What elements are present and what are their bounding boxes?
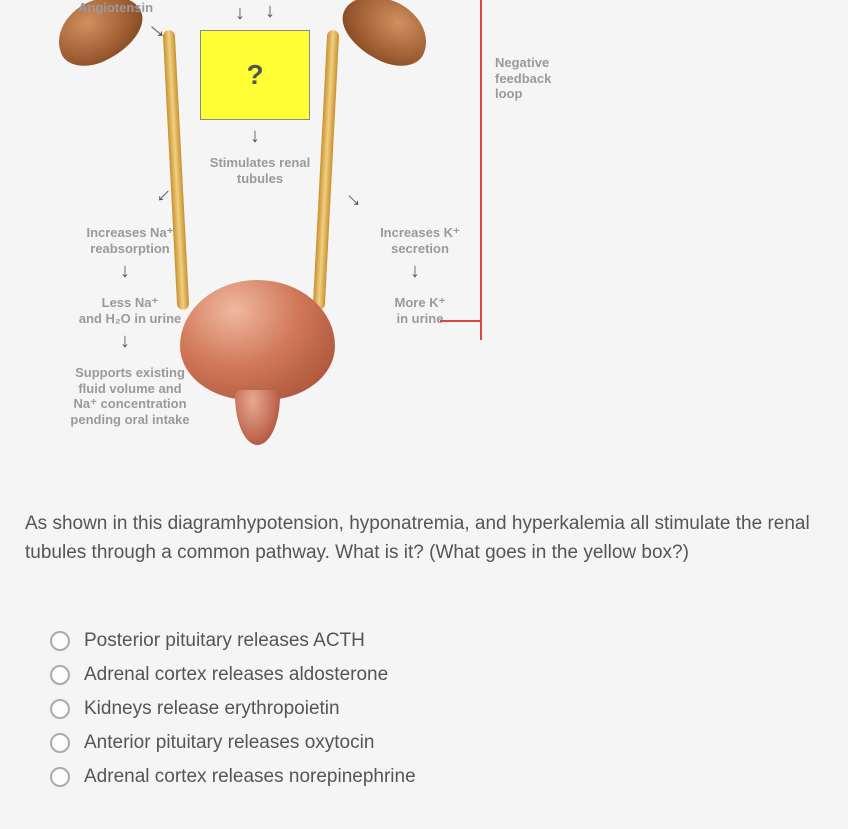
option-row[interactable]: Anterior pituitary releases oxytocin	[50, 732, 800, 754]
arrow-down-icon: ↓	[250, 125, 260, 148]
bladder-neck-shape	[235, 390, 280, 445]
yellow-mystery-box: ?	[200, 30, 310, 120]
options-list: Posterior pituitary releases ACTH Adrena…	[50, 630, 800, 800]
arrow-down-icon: ↓	[410, 260, 420, 283]
supports-label: Supports existing fluid volume and Na⁺ c…	[50, 365, 210, 427]
option-row[interactable]: Adrenal cortex releases aldosterone	[50, 664, 800, 686]
option-label: Posterior pituitary releases ACTH	[84, 630, 365, 652]
option-row[interactable]: Adrenal cortex releases norepinephrine	[50, 766, 800, 788]
arrow-icon: →	[339, 181, 373, 215]
increases-k-label: Increases K⁺ secretion	[360, 225, 480, 256]
option-row[interactable]: Posterior pituitary releases ACTH	[50, 630, 800, 652]
option-label: Adrenal cortex releases aldosterone	[84, 664, 388, 686]
arrow-down-icon: ↓	[120, 260, 130, 283]
increases-na-label: Increases Na⁺ reabsorption	[70, 225, 190, 256]
arrow-down-icon: ↓	[120, 330, 130, 353]
feedback-connector	[440, 320, 482, 322]
radio-icon[interactable]	[50, 733, 70, 753]
angiotensin-label: Angiotensin	[78, 0, 153, 16]
question-text: As shown in this diagramhypotension, hyp…	[25, 510, 825, 567]
less-na-label: Less Na⁺ and H₂O in urine	[60, 295, 200, 326]
radio-icon[interactable]	[50, 631, 70, 651]
option-row[interactable]: Kidneys release erythropoietin	[50, 698, 800, 720]
option-label: Kidneys release erythropoietin	[84, 698, 340, 720]
feedback-label: Negative feedback loop	[495, 55, 575, 102]
option-label: Anterior pituitary releases oxytocin	[84, 732, 374, 754]
arrow-down-icon: ↓	[265, 0, 275, 23]
option-label: Adrenal cortex releases norepinephrine	[84, 766, 416, 788]
ureter-left-shape	[163, 30, 190, 310]
radio-icon[interactable]	[50, 767, 70, 787]
feedback-line	[480, 0, 482, 340]
question-mark: ?	[246, 59, 263, 91]
radio-icon[interactable]	[50, 665, 70, 685]
arrow-down-icon: ↓	[235, 2, 245, 25]
radio-icon[interactable]	[50, 699, 70, 719]
kidney-right-shape	[332, 0, 439, 76]
diagram-area: Angiotensin ↓ ↓ → ? ↓ Stimulates renal t…	[0, 0, 848, 490]
stimulates-label: Stimulates renal tubules	[200, 155, 320, 186]
